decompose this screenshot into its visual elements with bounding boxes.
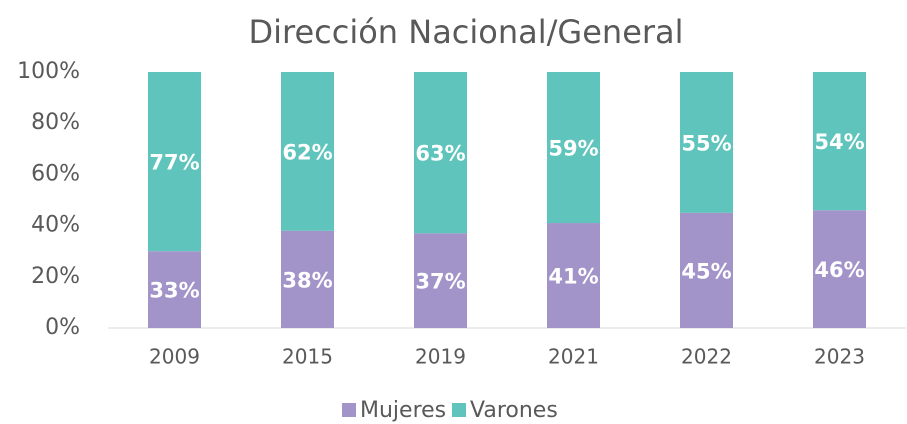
value-label: 45% (681, 259, 731, 283)
y-tick-label: 60% (31, 161, 80, 186)
bar-segment (813, 72, 866, 211)
legend-label: Mujeres (360, 398, 446, 423)
value-label: 41% (548, 265, 598, 289)
bar-segment (281, 230, 334, 328)
x-tick-label: 2009 (149, 345, 200, 369)
y-tick-label: 100% (17, 59, 80, 84)
x-tick-label: 2015 (282, 345, 333, 369)
x-tick-label: 2021 (548, 345, 599, 369)
x-tick-label: 2022 (681, 345, 732, 369)
y-tick-label: 0% (45, 315, 80, 340)
bar-segment (680, 72, 733, 213)
bar-segment (547, 223, 600, 328)
bar-segment (148, 251, 201, 328)
value-label: 62% (282, 140, 332, 164)
y-tick-label: 80% (31, 110, 80, 135)
value-label: 33% (149, 279, 199, 303)
bar-segment (680, 212, 733, 328)
y-tick-label: 40% (31, 213, 80, 238)
legend-label: Varones (470, 398, 558, 423)
value-label: 46% (814, 258, 864, 282)
bar-segment (414, 72, 467, 234)
y-tick-label: 20% (31, 264, 80, 289)
value-label: 59% (548, 137, 598, 161)
x-tick-label: 2019 (415, 345, 466, 369)
value-label: 37% (415, 270, 465, 294)
chart-title: Dirección Nacional/General (248, 13, 683, 51)
bar-segment (414, 233, 467, 328)
bar-segment (281, 72, 334, 231)
legend-swatch (342, 403, 356, 417)
value-label: 54% (814, 130, 864, 154)
value-label: 55% (681, 131, 731, 155)
value-label: 63% (415, 142, 465, 166)
bar-segment (148, 72, 201, 252)
legend-swatch (452, 403, 466, 417)
x-tick-label: 2023 (814, 345, 865, 369)
bar-segment (813, 210, 866, 328)
value-label: 38% (282, 268, 332, 292)
bar-segment (547, 72, 600, 224)
value-label: 77% (149, 151, 199, 175)
